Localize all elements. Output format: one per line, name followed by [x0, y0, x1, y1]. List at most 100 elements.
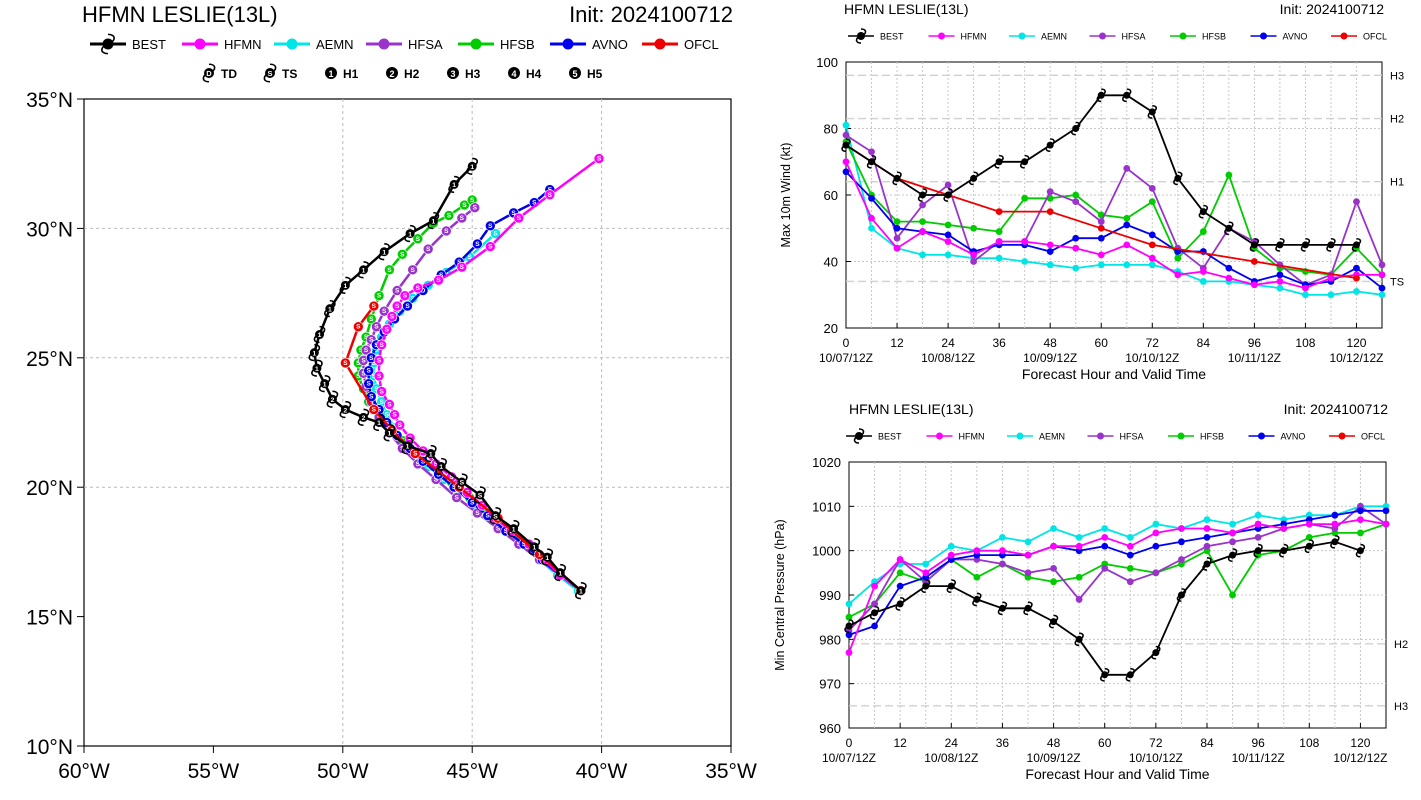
track-point: 1: [528, 538, 541, 556]
svg-text:S: S: [369, 394, 374, 401]
data-point: [1097, 224, 1105, 232]
legend-label-best: BEST: [878, 431, 902, 441]
pressure-x-axis-label: Forecast Hour and Valid Time: [1025, 766, 1209, 782]
track-point: 1: [308, 343, 321, 362]
wind-threshold-label: H1: [1390, 177, 1404, 189]
data-point: [895, 596, 905, 611]
data-point: [1229, 538, 1236, 546]
track-point: S: [360, 344, 372, 356]
data-point: [1126, 533, 1134, 541]
track-point: S: [441, 225, 452, 237]
data-point: [995, 238, 1003, 245]
svg-text:1: 1: [315, 366, 319, 373]
svg-text:1: 1: [362, 268, 366, 275]
svg-text:S: S: [395, 288, 400, 295]
wind-x-tick-label: 96: [1248, 336, 1262, 350]
data-point: [1304, 539, 1315, 554]
data-point: [1050, 578, 1057, 586]
svg-text:1: 1: [312, 350, 316, 357]
track-point: 1: [554, 563, 567, 582]
data-point: [868, 148, 875, 156]
data-point: [1203, 516, 1211, 524]
svg-text:1: 1: [323, 381, 327, 388]
svg-text:S: S: [426, 246, 431, 253]
track-point: S: [456, 212, 468, 224]
track-point: 1: [575, 582, 587, 600]
data-point: [1097, 261, 1105, 269]
intensity-legend-label: H1: [343, 67, 359, 81]
data-point: [1276, 271, 1284, 279]
svg-text:1: 1: [377, 420, 381, 427]
track-point: 1: [357, 261, 370, 279]
map-init-label: Init: 2024100712: [569, 2, 733, 27]
pressure-x-tick-label: 84: [1200, 736, 1214, 750]
data-point: [1357, 507, 1364, 515]
map-x-tick-label: 55°W: [188, 760, 240, 783]
data-point: [1101, 565, 1109, 572]
data-point: [1225, 171, 1233, 179]
data-point: [1097, 218, 1105, 226]
data-point: [1072, 244, 1080, 252]
svg-text:1: 1: [545, 555, 549, 562]
svg-text:S: S: [390, 313, 395, 320]
pressure-threshold-label: H2: [1394, 639, 1408, 651]
pressure-x-tick-label: 24: [945, 736, 959, 750]
data-point: [968, 171, 979, 186]
data-point: [1024, 569, 1032, 577]
data-point: [1023, 601, 1033, 616]
map-x-tick-label: 60°W: [58, 760, 110, 783]
track-point: S: [456, 261, 468, 273]
svg-text:S: S: [385, 326, 390, 333]
data-point: [1178, 556, 1185, 563]
data-point: [1254, 511, 1262, 519]
svg-text:S: S: [374, 324, 379, 331]
data-point: [842, 131, 850, 139]
pressure-title: HFMN LESLIE(13L): [849, 401, 973, 417]
svg-text:S: S: [511, 210, 516, 217]
legend-best-symbol: [853, 428, 865, 444]
svg-text:S: S: [356, 360, 361, 367]
data-point: [1203, 542, 1211, 550]
data-point: [1125, 667, 1136, 682]
svg-text:S: S: [478, 493, 483, 500]
svg-text:S: S: [475, 510, 480, 517]
data-point: [1227, 548, 1238, 563]
data-point: [1072, 198, 1080, 206]
data-point: [1075, 573, 1083, 581]
data-point: [970, 251, 978, 259]
legend-label-best: BEST: [880, 31, 904, 41]
track-point: S: [513, 212, 525, 224]
data-point: [893, 224, 901, 232]
svg-text:S: S: [367, 368, 372, 375]
wind-y-tick-label: 20: [824, 321, 838, 336]
series-line: [848, 505, 1386, 605]
data-point: [1019, 154, 1030, 169]
series-line: [845, 141, 1383, 276]
legend-label-aemn: AEMN: [1041, 31, 1067, 41]
svg-text:S: S: [379, 342, 384, 349]
data-point: [896, 569, 904, 577]
data-point: [1382, 507, 1390, 515]
wind-series-best: [841, 88, 1362, 252]
legend-label-hfsb: HFSB: [1200, 431, 1224, 441]
data-point: [1045, 138, 1055, 153]
svg-text:S: S: [467, 254, 472, 261]
data-point: [1198, 204, 1209, 219]
map-y-tick-label: 20°N: [26, 477, 73, 500]
data-point: [1021, 194, 1029, 202]
intensity-legend-label: TD: [221, 67, 237, 81]
track-point: 1: [507, 519, 520, 538]
svg-text:S: S: [343, 360, 348, 367]
data-point: [841, 138, 851, 153]
svg-text:1: 1: [538, 551, 542, 558]
svg-text:1: 1: [318, 332, 322, 339]
track-line: [313, 165, 582, 592]
svg-text:S: S: [361, 370, 366, 377]
data-point: [868, 194, 875, 202]
track-point: 2: [357, 408, 370, 426]
svg-text:S: S: [356, 324, 361, 331]
data-point: [1096, 88, 1106, 103]
track-point: S: [485, 241, 496, 252]
svg-text:S: S: [460, 264, 465, 271]
